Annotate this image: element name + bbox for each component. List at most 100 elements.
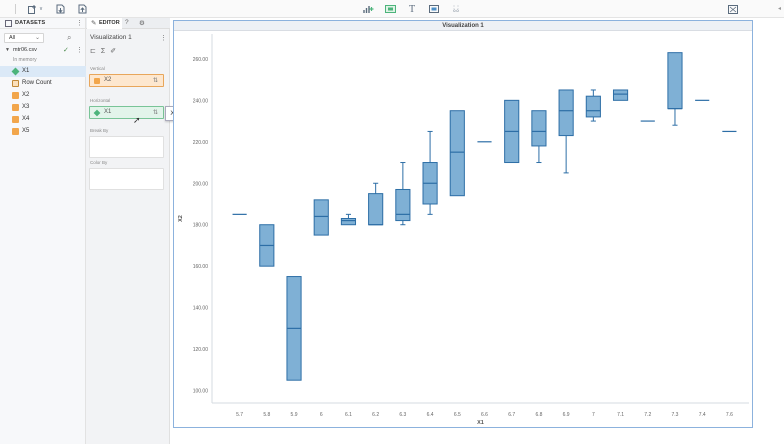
insert-chart-icon[interactable] xyxy=(362,3,374,15)
import-data-icon[interactable] xyxy=(55,3,65,15)
collapse-caret-icon[interactable]: ▼ xyxy=(5,47,10,53)
export-data-icon[interactable] xyxy=(77,3,87,15)
x-tick-label: 6.4 xyxy=(427,412,434,418)
x-tick-label: 6.2 xyxy=(372,412,379,418)
pencil-icon: ✎ xyxy=(91,20,97,27)
dataset-more-icon[interactable]: ⋮ xyxy=(76,47,83,54)
measure-icon xyxy=(12,128,19,135)
sort-icon[interactable]: ⇅ xyxy=(153,110,159,116)
dimension-icon xyxy=(93,109,101,117)
x-tick-label: 7.6 xyxy=(726,412,733,418)
datasets-more-icon[interactable]: ⋮ xyxy=(76,20,83,27)
tab-help-icon[interactable]: ? xyxy=(125,19,129,26)
horizontal-section-label: Horizontal xyxy=(90,98,111,103)
check-icon: ✓ xyxy=(63,47,69,54)
field-item-x5[interactable]: X5 xyxy=(0,126,86,137)
y-tick-label: 200.00 xyxy=(193,181,209,187)
add-dataset-icon[interactable] xyxy=(27,3,37,15)
field-item-row-count[interactable]: Row Count xyxy=(0,78,86,89)
x-tick-label: 6.1 xyxy=(345,412,352,418)
x-tick-label: 7 xyxy=(592,412,595,418)
datasets-panel: DATASETS ⋮ All ⌄ ⌕ ▼ mtr06.csv ✓ ⋮ In me… xyxy=(0,18,86,444)
measure-icon xyxy=(12,104,19,111)
measure-icon xyxy=(94,78,100,84)
y-tick-label: 220.00 xyxy=(193,140,209,146)
insert-text-icon[interactable]: T xyxy=(408,3,416,15)
vertical-field-label: X2 xyxy=(104,77,112,83)
sum-icon[interactable]: Σ xyxy=(100,48,111,55)
editor-tool-icons: ⊏Σ✐ xyxy=(90,47,121,55)
field-item-x3[interactable]: X3 xyxy=(0,102,86,113)
y-axis-label: X2 xyxy=(178,215,184,222)
brush-icon[interactable]: ✐ xyxy=(110,48,122,55)
fit-screen-icon[interactable] xyxy=(727,3,739,15)
box-body xyxy=(612,89,629,101)
x-tick-label: 7.2 xyxy=(644,412,651,418)
grid-icon-dots: ⋮⋮ xyxy=(452,4,460,9)
y-tick-label: 240.00 xyxy=(193,98,209,104)
dataset-filter-select[interactable]: All ⌄ xyxy=(4,33,44,43)
field-item-x4[interactable]: X4 xyxy=(0,114,86,125)
vertical-drop-slot[interactable]: X2 ⇅ xyxy=(89,74,164,87)
horizontal-drop-slot[interactable]: X1 ⇅ xyxy=(89,106,164,119)
field-label: X1 xyxy=(22,68,30,74)
visualization-title: Visualization 1 xyxy=(174,21,752,31)
visualization-frame[interactable]: Visualization 1 100.00 120.00 140.00 160.00… xyxy=(173,20,753,428)
box-body xyxy=(313,199,329,236)
field-label: X3 xyxy=(22,104,30,110)
chart-type-icon[interactable]: ⊏ xyxy=(90,48,101,55)
dropdown-chevron-icon[interactable]: v xyxy=(39,6,43,12)
x-tick-label: 6.6 xyxy=(481,412,488,418)
insert-media-icon[interactable] xyxy=(428,3,439,15)
datasets-title: DATASETS xyxy=(15,20,46,26)
x-tick-label: 6.9 xyxy=(563,412,570,418)
resize-handle-icon[interactable]: ◂ xyxy=(778,6,782,12)
visualization-more-icon[interactable]: ⋮ xyxy=(160,35,167,42)
field-item-x1[interactable]: X1 xyxy=(0,66,86,77)
vertical-section-label: Vertical xyxy=(90,66,105,71)
box-body xyxy=(558,89,574,137)
sort-icon[interactable]: ⇅ xyxy=(153,78,159,84)
measure-icon xyxy=(12,92,19,99)
field-label: Row Count xyxy=(22,80,52,86)
x-tick-label: 5.7 xyxy=(236,412,243,418)
dataset-filter-value: All xyxy=(9,35,16,41)
count-icon xyxy=(12,80,19,87)
datasets-header: DATASETS ⋮ xyxy=(0,18,86,29)
mouse-cursor-icon: ➚ xyxy=(133,115,141,125)
tab-editor-label: EDITOR xyxy=(99,20,120,26)
tab-editor[interactable]: ✎ EDITOR xyxy=(87,18,122,29)
box-body xyxy=(340,218,357,226)
y-tick-label: 140.00 xyxy=(193,306,209,312)
x-tick-label: 6.3 xyxy=(399,412,406,418)
color-by-drop-slot[interactable] xyxy=(89,168,164,190)
box-body xyxy=(585,95,601,118)
field-label: X2 xyxy=(22,92,30,98)
field-label: X5 xyxy=(22,128,30,134)
x-tick-label: 6.7 xyxy=(508,412,515,418)
break-by-drop-slot[interactable] xyxy=(89,136,164,158)
editor-tabs: ✎ EDITOR ? ⚙ xyxy=(86,18,170,29)
y-tick-label: 260.00 xyxy=(193,57,209,63)
tab-settings-icon[interactable]: ⚙ xyxy=(139,20,145,27)
dataset-status: In memory xyxy=(13,57,37,63)
x-tick-label: 7.4 xyxy=(699,412,706,418)
dataset-file-name[interactable]: mtr06.csv xyxy=(13,47,37,53)
insert-image-icon[interactable] xyxy=(384,3,396,15)
search-icon[interactable]: ⌕ xyxy=(67,33,72,42)
field-item-x2[interactable]: X2 xyxy=(0,90,86,101)
x-tick-label: 5.9 xyxy=(291,412,298,418)
y-tick-label: 100.00 xyxy=(193,389,209,395)
x-axis-label: X1 xyxy=(477,420,484,426)
x-tick-label: 7.3 xyxy=(671,412,678,418)
insert-grid-icon[interactable]: ⋮⋮ 0.0 xyxy=(450,3,462,15)
y-tick-label: 160.00 xyxy=(193,264,209,270)
x-tick-label: 6.5 xyxy=(454,412,461,418)
horizontal-field-label: X1 xyxy=(104,109,112,115)
editor-panel: ✎ EDITOR ? ⚙ Visualization 1 ⋮ ⊏Σ✐ Verti… xyxy=(86,18,170,444)
dimension-icon xyxy=(11,67,20,76)
box-body xyxy=(531,110,547,147)
toolbar-separator xyxy=(15,4,16,14)
visualization-name[interactable]: Visualization 1 xyxy=(90,34,132,41)
measure-icon xyxy=(12,116,19,123)
